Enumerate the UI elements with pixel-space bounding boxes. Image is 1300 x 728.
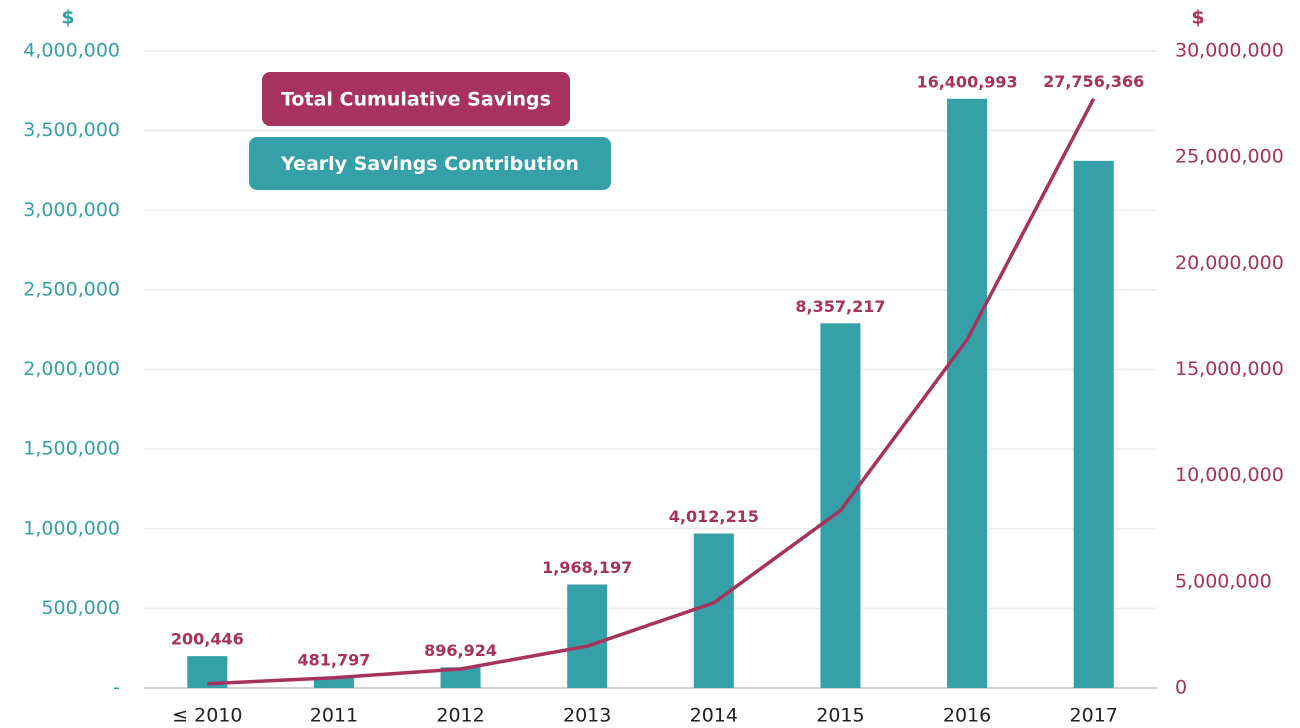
x-tick-label: 2017 bbox=[1070, 705, 1118, 727]
y-tick-label: 3,500,000 bbox=[23, 119, 120, 141]
y2-tick-label: 10,000,000 bbox=[1175, 464, 1284, 486]
y2-tick-label: 0 bbox=[1175, 677, 1187, 699]
x-tick-label: ≤ 2010 bbox=[172, 705, 242, 727]
line bbox=[207, 97, 1096, 686]
y-tick-label: 1,500,000 bbox=[23, 438, 120, 460]
y-tick-label: 2,500,000 bbox=[23, 278, 120, 300]
y-tick-label: 1,000,000 bbox=[23, 517, 120, 539]
y-tick-label: 4,000,000 bbox=[23, 40, 120, 62]
y2-tick-label: 15,000,000 bbox=[1175, 358, 1284, 380]
y2-axis-label: $ bbox=[1191, 7, 1204, 29]
x-tick-label: 2016 bbox=[943, 705, 991, 727]
y-tick-label: 2,000,000 bbox=[23, 358, 120, 380]
x-tick-label: 2014 bbox=[690, 705, 738, 727]
bar bbox=[820, 323, 861, 688]
x-tick-label: 2015 bbox=[816, 705, 864, 727]
data-label: 1,968,197 bbox=[542, 558, 632, 577]
legend-box bbox=[262, 72, 570, 126]
y2-tick-label: 5,000,000 bbox=[1175, 570, 1272, 592]
data-label: 896,924 bbox=[424, 641, 497, 660]
bar bbox=[1073, 160, 1114, 688]
y2-tick-label: 20,000,000 bbox=[1175, 252, 1284, 274]
y2-tick-label: 30,000,000 bbox=[1175, 40, 1284, 62]
data-label: 481,797 bbox=[298, 650, 371, 669]
bar bbox=[313, 676, 354, 688]
data-label: 200,446 bbox=[171, 630, 244, 649]
legend-label: Yearly Savings Contribution bbox=[280, 153, 579, 175]
bar bbox=[567, 584, 608, 688]
y-tick-label: 500,000 bbox=[41, 597, 120, 619]
data-label: 4,012,215 bbox=[669, 507, 759, 526]
bar bbox=[693, 533, 734, 688]
legend-label: Total Cumulative Savings bbox=[281, 89, 551, 111]
bar bbox=[947, 98, 988, 688]
data-label: 8,357,217 bbox=[795, 297, 885, 316]
data-label: 16,400,993 bbox=[916, 72, 1017, 91]
data-label: 27,756,366 bbox=[1043, 72, 1144, 91]
y-axis-label: $ bbox=[61, 7, 74, 29]
x-tick-label: 2011 bbox=[310, 705, 358, 727]
y2-tick-label: 25,000,000 bbox=[1175, 146, 1284, 168]
x-tick-label: 2013 bbox=[563, 705, 611, 727]
bar bbox=[440, 667, 481, 688]
y-tick-label: 3,000,000 bbox=[23, 199, 120, 221]
legend-box bbox=[249, 137, 611, 190]
y-tick-label: - bbox=[113, 677, 120, 699]
x-tick-label: 2012 bbox=[436, 705, 484, 727]
